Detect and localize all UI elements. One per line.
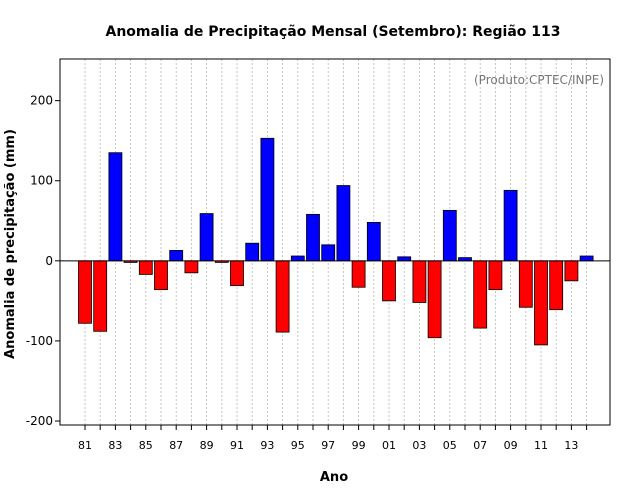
x-tick-label: 95 [291,439,305,452]
x-tick-label: 11 [534,439,548,452]
bar-1991 [230,260,244,287]
x-tick-label: 09 [504,439,518,452]
grid-lines [84,59,587,425]
plot-frame [59,58,611,426]
x-tick-label: 05 [443,439,457,452]
bar-1981 [78,260,92,324]
credit-label: (Produto:CPTEC/INPE) [474,73,604,87]
bar-2008 [488,260,503,291]
x-tick-label: 81 [78,439,92,452]
bar-2014 [579,255,594,262]
bar-2003 [412,260,427,303]
x-tick-label: 01 [382,439,396,452]
x-tick-label: 99 [352,439,366,452]
bar-2013 [564,260,579,282]
y-tick-label: 200 [30,94,53,108]
bar-1987 [169,250,184,262]
x-axis-label: Ano [320,470,348,485]
x-tick-label: 91 [230,439,244,452]
y-tick-label: 100 [30,174,53,188]
bar-1997 [321,244,336,262]
bar-1985 [138,260,153,275]
bar-2004 [427,260,442,339]
x-tick-label: 89 [200,439,214,452]
bars [78,137,594,346]
x-tick-label: 85 [139,439,153,452]
bar-1986 [154,260,168,291]
y-tick-label: -100 [26,334,53,348]
bar-2002 [397,256,412,262]
bar-1993 [260,137,275,262]
y-tick-label: 0 [45,254,53,268]
bar-2001 [382,260,396,302]
x-tick-label: 83 [108,439,122,452]
bar-2010 [518,260,533,308]
bar-1988 [184,260,199,274]
bar-1998 [336,185,351,262]
bar-1995 [290,255,305,262]
bar-1982 [93,260,108,332]
bar-1992 [245,242,260,262]
bar-2009 [503,189,518,262]
x-tick-label: 93 [260,439,274,452]
y-axis: -200 -100 0 100 200 [26,94,60,428]
bar-2011 [534,260,548,346]
y-tick-label: -200 [26,414,53,428]
x-axis: 81 83 85 87 89 91 93 95 97 99 01 03 05 07 09 11 13 [78,425,588,452]
x-tick-label: 07 [473,439,487,452]
bar-2012 [549,260,564,311]
bar-1994 [275,260,290,333]
bar-1999 [351,260,366,288]
y-axis-label: Anomalia de precipitação (mm) [3,129,18,359]
bar-2005 [442,209,457,262]
bar-2007 [473,260,488,329]
x-tick-label: 97 [321,439,335,452]
bar-1996 [306,213,320,262]
bar-1989 [199,213,214,262]
x-tick-label: 13 [564,439,578,452]
x-tick-label: 87 [169,439,183,452]
bar-2000 [366,221,381,262]
chart-title: Anomalia de Precipitação Mensal (Setembr… [106,24,561,40]
x-tick-label: 03 [412,439,426,452]
bar-1983 [108,152,123,262]
